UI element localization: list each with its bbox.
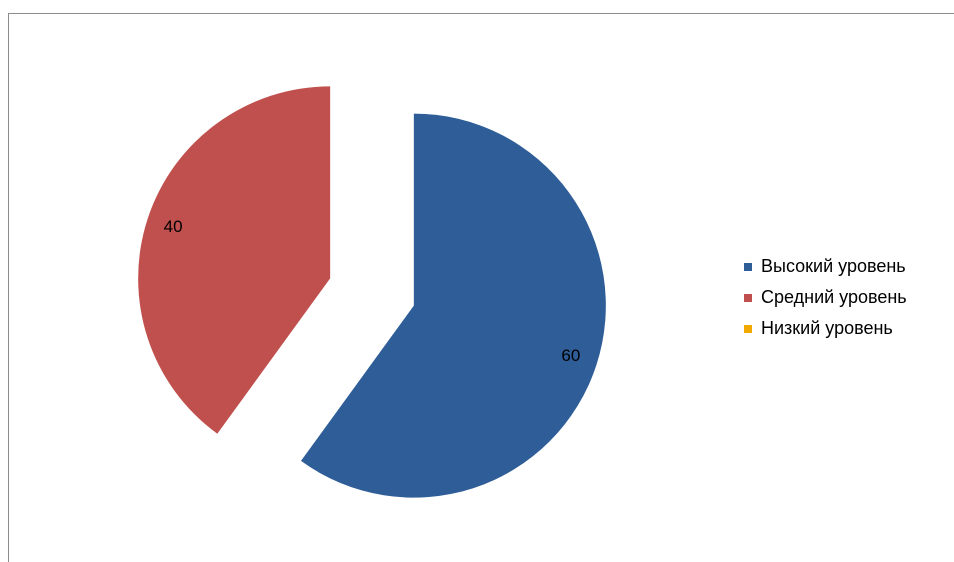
chart-legend: Высокий уровень Средний уровень Низкий уро… (744, 251, 907, 344)
legend-label-1: Высокий уровень (761, 256, 906, 277)
legend-swatch-2 (744, 294, 752, 302)
pie-slices (138, 86, 606, 497)
legend-item-3: Низкий уровень (744, 313, 907, 344)
legend-swatch-3 (744, 325, 752, 333)
legend-item-1: Высокий уровень (744, 251, 907, 282)
pie-slice-1 (301, 114, 606, 498)
legend-swatch-1 (744, 263, 752, 271)
legend-label-3: Низкий уровень (761, 318, 893, 339)
data-label-2: 40 (164, 217, 183, 236)
pie-slice-2 (138, 86, 330, 433)
legend-item-2: Средний уровень (744, 282, 907, 313)
data-label-1: 60 (561, 346, 580, 365)
legend-label-2: Средний уровень (761, 287, 907, 308)
